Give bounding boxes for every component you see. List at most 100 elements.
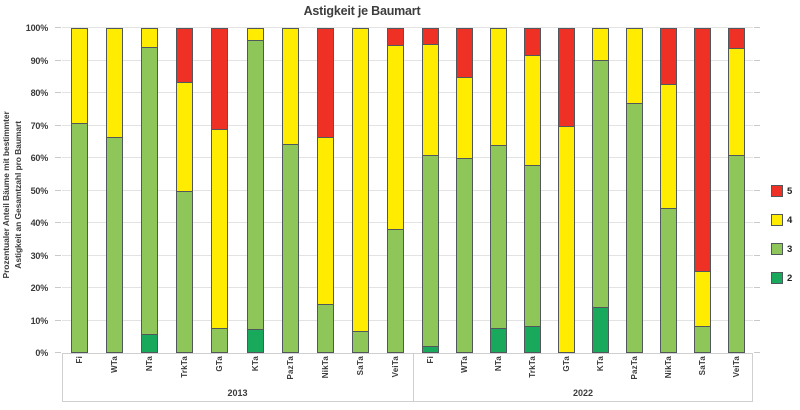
bar-2013-NTa: [141, 28, 159, 353]
x-axis-labels-2022: Fi WTa NTa TrkTa GTa KTa PazTa NikTa SaTa VeiTa: [413, 354, 753, 390]
y-tick-label: 50%: [30, 185, 49, 196]
x-label-slot: PazTa: [273, 354, 308, 390]
gridline: [62, 287, 753, 288]
axis-tick: [754, 352, 760, 353]
x-label-slot: VeiTa: [719, 354, 753, 390]
axis-tick: [754, 254, 760, 256]
segment-class-4: [592, 29, 608, 60]
x-axis-category-label: PazTa: [629, 356, 639, 380]
axis-tick: [754, 124, 760, 126]
bar-2022-PazTa: [625, 28, 643, 353]
segment-class-4: [317, 137, 333, 304]
bar-2022-Fi: [421, 28, 439, 353]
axis-tick: [55, 319, 61, 321]
x-axis-category-label: NikTa: [320, 356, 330, 379]
x-axis-category-label: TrkTa: [180, 356, 190, 378]
x-axis-category-label: NikTa: [663, 356, 673, 379]
gridline: [62, 157, 753, 158]
segment-class-4: [212, 129, 228, 328]
bar-slot: [237, 28, 272, 353]
axis-tick: [754, 287, 760, 288]
segment-class-3: [212, 327, 228, 352]
bar-2013-VeiTa: [386, 28, 404, 353]
segment-class-5: [728, 29, 744, 49]
gridline: [62, 319, 753, 321]
bar-slot: [651, 28, 685, 353]
y-axis-ticks-left: [55, 27, 61, 353]
bar-slot: [413, 28, 447, 353]
bar-2013-TrkTa: [176, 28, 194, 353]
segment-class-4: [247, 29, 263, 41]
bar-slot: [202, 28, 237, 353]
bar-slot: [62, 28, 97, 353]
x-axis-category-label: Fi: [75, 356, 85, 364]
y-tick-label: 20%: [30, 283, 49, 293]
gridline: [62, 92, 753, 93]
bar-2022-GTa: [557, 28, 575, 353]
x-label-slot: TrkTa: [515, 354, 549, 390]
y-axis-ticks-right: [754, 27, 760, 353]
y-tick-label: 70%: [30, 120, 49, 131]
segment-class-3: [247, 40, 263, 330]
segment-class-4: [387, 45, 403, 230]
bar-2022-SaTa: [693, 28, 711, 353]
bar-slot: [515, 28, 549, 353]
bar-2013-Fi: [71, 28, 89, 353]
segment-class-5: [387, 29, 403, 46]
segment-class-5: [177, 29, 193, 83]
x-label-slot: KTa: [237, 354, 272, 390]
axis-tick: [754, 319, 760, 321]
segment-class-4: [694, 271, 710, 327]
segment-class-4: [177, 82, 193, 191]
bar-2022-KTa: [591, 28, 609, 353]
axis-tick: [55, 27, 61, 28]
segment-class-3: [177, 190, 193, 352]
segment-class-4: [107, 29, 123, 138]
x-label-slot: SaTa: [685, 354, 719, 390]
segment-class-5: [660, 29, 676, 84]
bar-2022-TrkTa: [523, 28, 541, 353]
bar-slot: [132, 28, 167, 353]
axis-tick: [55, 222, 61, 223]
x-label-slot: VeiTa: [378, 354, 413, 390]
x-axis-category-label: VeiTa: [390, 356, 400, 378]
axis-tick: [55, 254, 61, 256]
x-axis-category-label: VeiTa: [731, 356, 741, 378]
bar-2022-VeiTa: [727, 28, 745, 353]
legend-label: 4: [787, 214, 793, 226]
bar-2022-WTa: [455, 28, 473, 353]
segment-class-5: [694, 29, 710, 272]
gridline: [62, 59, 753, 61]
segment-class-2: [142, 334, 158, 352]
legend-item-2: 2: [771, 272, 792, 284]
axis-tick: [55, 124, 61, 126]
x-label-slot: GTa: [202, 354, 237, 390]
segment-class-3: [317, 303, 333, 352]
axis-tick: [55, 157, 61, 158]
bar-2013-PazTa: [281, 28, 299, 353]
segment-class-2: [422, 345, 438, 352]
gridline: [62, 222, 753, 223]
x-axis-category-label: PazTa: [285, 356, 295, 380]
bar-2013-WTa: [106, 28, 124, 353]
axis-tick: [754, 189, 760, 191]
x-axis-category-label: GTa: [215, 356, 225, 372]
segment-class-2: [247, 329, 263, 352]
segment-class-3: [660, 208, 676, 352]
legend-swatch: [771, 185, 783, 197]
segment-class-4: [490, 29, 506, 146]
x-axis-band: [62, 353, 753, 402]
x-label-slot: KTa: [583, 354, 617, 390]
segment-class-3: [72, 122, 88, 352]
segment-class-4: [72, 29, 88, 123]
x-axis-category-label: TrkTa: [527, 356, 537, 378]
x-label-slot: GTa: [549, 354, 583, 390]
x-label-slot: WTa: [97, 354, 132, 390]
gridline: [62, 189, 753, 191]
x-axis-category-label: NTa: [145, 356, 155, 372]
legend: 5 4 3 2: [771, 185, 792, 301]
x-axis-category-label: GTa: [561, 356, 571, 372]
bar-slot: [685, 28, 719, 353]
y-tick-label: 10%: [30, 315, 49, 326]
x-label-slot: TrkTa: [167, 354, 202, 390]
